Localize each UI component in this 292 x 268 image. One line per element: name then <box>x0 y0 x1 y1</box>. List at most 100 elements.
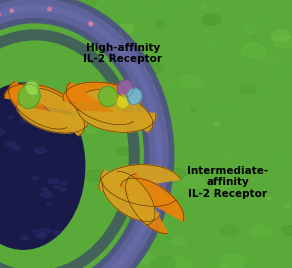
Ellipse shape <box>100 254 119 265</box>
Ellipse shape <box>25 81 39 96</box>
Ellipse shape <box>171 84 183 91</box>
Ellipse shape <box>208 42 216 47</box>
Ellipse shape <box>84 97 93 102</box>
Ellipse shape <box>274 35 292 48</box>
Ellipse shape <box>18 84 40 109</box>
Polygon shape <box>9 81 67 129</box>
Ellipse shape <box>152 188 169 198</box>
Ellipse shape <box>8 116 13 119</box>
Ellipse shape <box>132 240 141 245</box>
Text: Intermediate-
affinity
IL-2 Receptor: Intermediate- affinity IL-2 Receptor <box>187 166 268 199</box>
Ellipse shape <box>131 3 144 11</box>
Ellipse shape <box>214 122 220 126</box>
Ellipse shape <box>40 122 47 125</box>
Ellipse shape <box>125 236 149 250</box>
Ellipse shape <box>175 0 183 4</box>
Ellipse shape <box>143 118 158 127</box>
Ellipse shape <box>25 101 32 105</box>
Circle shape <box>10 9 13 12</box>
Ellipse shape <box>167 257 192 268</box>
Ellipse shape <box>129 244 140 251</box>
Ellipse shape <box>86 128 96 134</box>
Ellipse shape <box>168 78 175 83</box>
Polygon shape <box>63 82 141 103</box>
Ellipse shape <box>167 169 186 180</box>
Ellipse shape <box>47 202 53 205</box>
Polygon shape <box>5 84 77 111</box>
Ellipse shape <box>43 99 56 105</box>
Ellipse shape <box>118 24 134 34</box>
Ellipse shape <box>116 95 129 109</box>
Ellipse shape <box>183 1 192 7</box>
Ellipse shape <box>12 146 20 150</box>
Ellipse shape <box>251 225 271 237</box>
Ellipse shape <box>253 36 257 39</box>
Ellipse shape <box>113 257 134 268</box>
Ellipse shape <box>282 226 292 235</box>
Ellipse shape <box>259 89 267 94</box>
Ellipse shape <box>79 43 99 55</box>
Ellipse shape <box>144 121 155 128</box>
Ellipse shape <box>144 108 149 111</box>
Ellipse shape <box>218 106 229 113</box>
Ellipse shape <box>20 236 29 240</box>
Ellipse shape <box>16 109 24 113</box>
Ellipse shape <box>152 196 174 210</box>
Polygon shape <box>27 88 85 136</box>
Polygon shape <box>16 106 89 133</box>
Polygon shape <box>66 82 134 125</box>
Ellipse shape <box>220 255 245 268</box>
Ellipse shape <box>219 264 227 268</box>
Ellipse shape <box>0 83 85 249</box>
Polygon shape <box>99 165 180 190</box>
Ellipse shape <box>239 83 257 94</box>
Ellipse shape <box>274 65 291 75</box>
Ellipse shape <box>190 107 195 111</box>
Polygon shape <box>85 90 153 132</box>
Ellipse shape <box>89 0 104 6</box>
Ellipse shape <box>122 71 133 78</box>
Ellipse shape <box>117 148 130 156</box>
Ellipse shape <box>35 233 46 238</box>
Ellipse shape <box>53 231 60 234</box>
Ellipse shape <box>117 80 134 97</box>
Ellipse shape <box>45 125 51 127</box>
Ellipse shape <box>58 107 64 110</box>
Ellipse shape <box>182 79 192 85</box>
Ellipse shape <box>102 70 123 83</box>
Ellipse shape <box>114 260 128 268</box>
Ellipse shape <box>284 204 290 207</box>
Ellipse shape <box>60 182 67 185</box>
Polygon shape <box>120 178 184 221</box>
Ellipse shape <box>93 114 101 119</box>
Circle shape <box>89 22 92 25</box>
Ellipse shape <box>241 44 265 58</box>
Ellipse shape <box>42 188 48 190</box>
Ellipse shape <box>145 230 170 245</box>
Ellipse shape <box>6 141 17 146</box>
Circle shape <box>48 8 51 11</box>
Ellipse shape <box>151 256 175 268</box>
Ellipse shape <box>41 192 53 197</box>
Ellipse shape <box>48 178 58 184</box>
Ellipse shape <box>272 157 288 166</box>
Ellipse shape <box>202 14 221 25</box>
Ellipse shape <box>32 230 37 232</box>
Ellipse shape <box>182 175 204 188</box>
Ellipse shape <box>98 87 118 106</box>
Ellipse shape <box>34 148 46 153</box>
Ellipse shape <box>272 30 290 41</box>
Ellipse shape <box>55 99 65 103</box>
Ellipse shape <box>155 22 166 28</box>
Ellipse shape <box>38 233 44 235</box>
Ellipse shape <box>140 236 159 248</box>
Ellipse shape <box>109 254 114 257</box>
Ellipse shape <box>130 251 150 263</box>
Ellipse shape <box>258 181 266 185</box>
Ellipse shape <box>54 186 58 188</box>
Ellipse shape <box>39 228 51 234</box>
Ellipse shape <box>79 0 97 8</box>
Ellipse shape <box>221 225 239 236</box>
Ellipse shape <box>130 196 149 208</box>
Ellipse shape <box>257 17 263 21</box>
